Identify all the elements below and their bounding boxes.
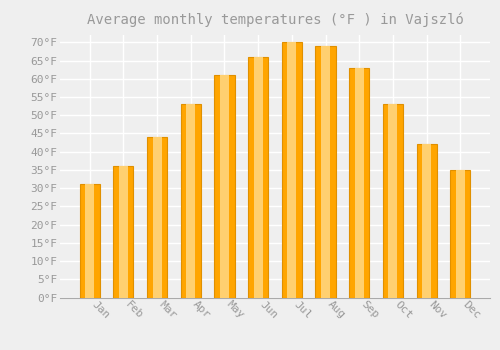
Bar [248,57,268,298]
Bar [316,46,336,298]
Bar [214,75,234,298]
Title: Average monthly temperatures (°F ) in Vajszló: Average monthly temperatures (°F ) in Va… [86,12,464,27]
Bar [220,75,229,298]
Bar [85,184,94,298]
Bar [186,104,196,298]
Bar [388,104,398,298]
Bar [282,42,302,298]
Bar [349,68,370,298]
Bar [456,170,465,298]
Bar [152,137,162,298]
Bar [113,166,134,298]
Bar [147,137,167,298]
Bar [180,104,201,298]
Bar [383,104,403,298]
Bar [416,144,437,298]
Bar [321,46,330,298]
Bar [422,144,431,298]
Bar [80,184,100,298]
Bar [450,170,470,298]
Bar [288,42,296,298]
Bar [354,68,364,298]
Bar [119,166,128,298]
Bar [254,57,262,298]
